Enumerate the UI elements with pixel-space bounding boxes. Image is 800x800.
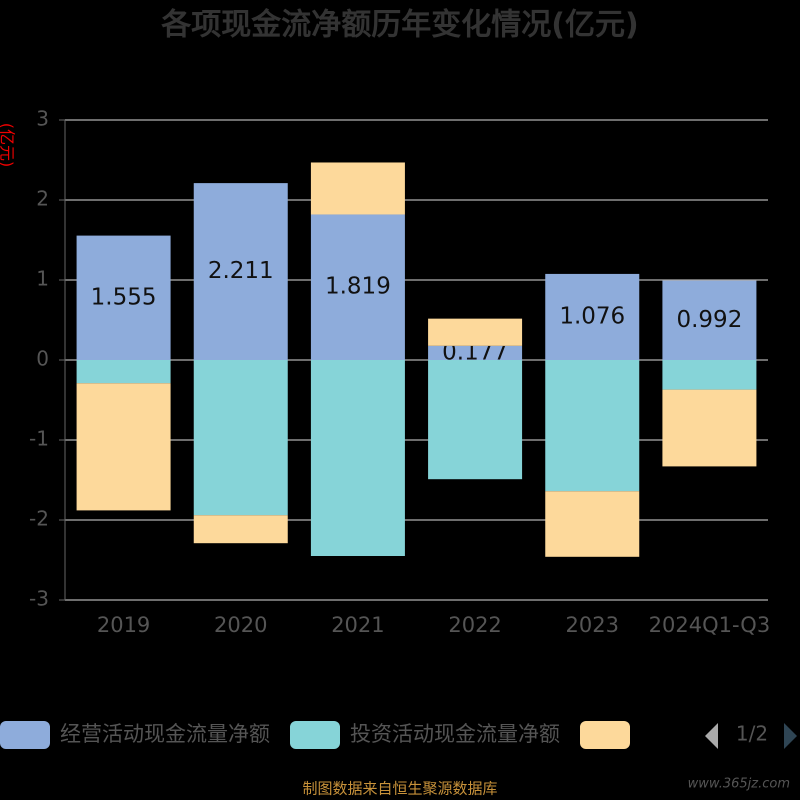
- chart-title: 各项现金流净额历年变化情况(亿元): [160, 8, 638, 43]
- bar: [310, 214, 405, 360]
- y-tick-label: 0: [36, 347, 49, 371]
- legend-swatch[interactable]: [290, 721, 340, 749]
- source: 制图数据来自恒生聚源数据库: [302, 780, 497, 798]
- bar: [428, 318, 523, 346]
- bar: [662, 389, 757, 467]
- y-tick-label: -3: [29, 587, 49, 611]
- legend-prev[interactable]: [705, 723, 718, 749]
- y-tick-label: 2: [36, 187, 49, 211]
- bar: [662, 280, 757, 360]
- bar: [662, 360, 757, 390]
- y-axis-label: (亿元): [0, 123, 17, 168]
- y-tick-label: -2: [29, 507, 49, 531]
- bar: [310, 360, 405, 556]
- legend-swatch[interactable]: [0, 721, 50, 749]
- value-label: 1.076: [559, 303, 625, 329]
- bar: [76, 235, 171, 360]
- legend-next[interactable]: [784, 723, 797, 749]
- value-label: 0.992: [676, 307, 742, 333]
- x-tick-label: 2019: [97, 613, 150, 637]
- value-label: 1.555: [91, 284, 157, 310]
- bar: [193, 360, 288, 516]
- bar: [76, 360, 171, 384]
- y-tick-label: 3: [36, 107, 49, 131]
- x-tick-label: 2020: [214, 613, 267, 637]
- bar: [310, 162, 405, 215]
- watermark: www.365jz.com: [688, 777, 790, 792]
- legend-swatch[interactable]: [580, 721, 630, 749]
- bar: [76, 383, 171, 511]
- legend-label: 经营活动现金流量净额: [60, 722, 270, 746]
- bar: [545, 360, 640, 492]
- bar: [545, 491, 640, 557]
- bar: [428, 345, 523, 360]
- bar: [428, 360, 523, 480]
- x-tick-label: 2021: [331, 613, 384, 637]
- legend-page: 1/2: [736, 722, 768, 746]
- legend-label: 投资活动现金流量净额: [350, 722, 560, 746]
- bar: [545, 273, 640, 360]
- value-label: 1.819: [325, 274, 391, 300]
- x-tick-label: 2023: [566, 613, 619, 637]
- value-label: 2.211: [208, 258, 274, 284]
- bar: [193, 515, 288, 544]
- bar: [193, 183, 288, 360]
- x-tick-label: 2022: [448, 613, 501, 637]
- x-tick-label: 2024Q1-Q3: [649, 613, 771, 637]
- y-tick-label: 1: [36, 267, 49, 291]
- y-tick-label: -1: [29, 427, 49, 451]
